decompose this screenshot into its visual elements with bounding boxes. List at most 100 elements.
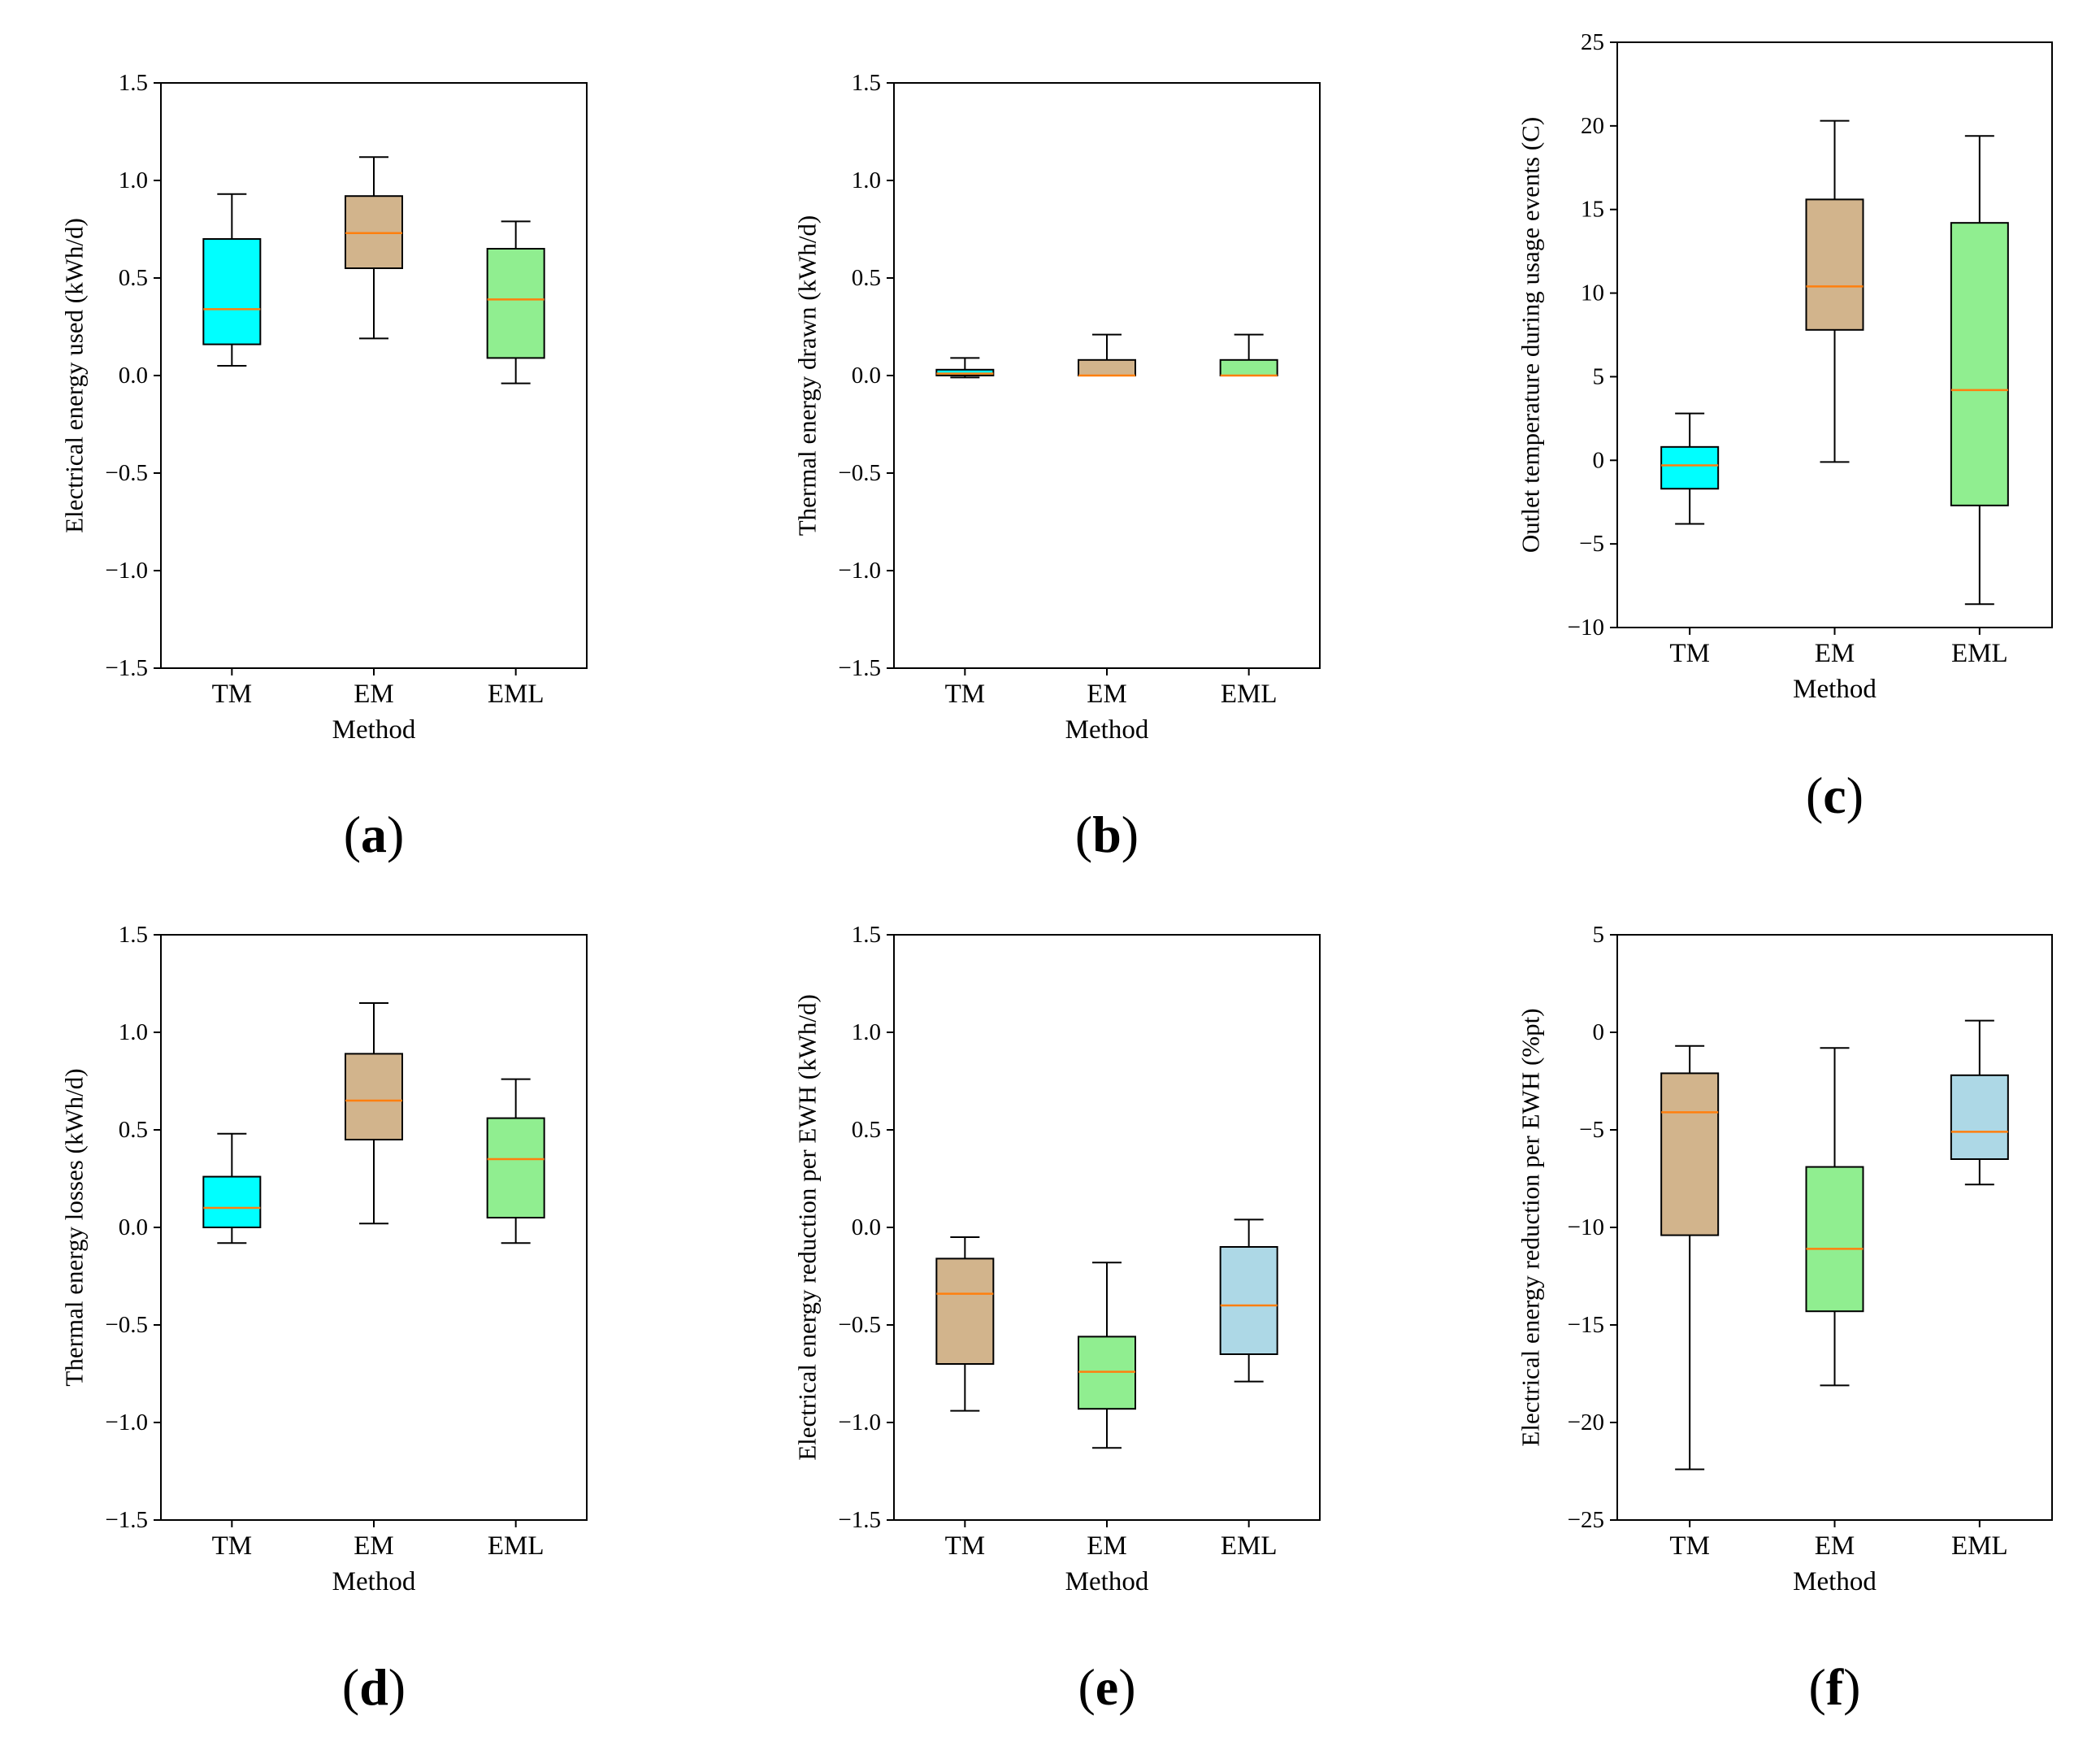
y-axis-label: Electrical energy used (kWh/d) — [60, 218, 89, 533]
box-em — [1805, 119, 1864, 463]
box-body — [1805, 198, 1864, 331]
x-axis-label: Method — [1793, 1567, 1877, 1596]
x-tick-label: EML — [1951, 639, 2008, 668]
x-tick-label: EML — [488, 1531, 545, 1561]
x-tick-label: EM — [354, 680, 394, 709]
y-tick-label: 1.0 — [119, 167, 148, 193]
y-tick-label: 1.0 — [852, 1019, 881, 1045]
y-tick-label: 25 — [1581, 29, 1604, 55]
x-tick-label: TM — [212, 1531, 253, 1561]
y-tick-label: 0.5 — [119, 1117, 148, 1143]
y-tick-label: 20 — [1581, 113, 1604, 139]
box-body — [486, 248, 545, 359]
chart-e: −1.5 −1.0 −0.5 0.0 0.5 1.0 1.5 TM EM EML Method Ele… — [793, 922, 1321, 1716]
y-tick-label: 1.5 — [852, 70, 881, 96]
box-em — [1805, 1047, 1864, 1387]
box-body — [1078, 358, 1136, 376]
x-axis-label: Method — [332, 715, 416, 745]
y-tick-label: −1.5 — [838, 1507, 881, 1533]
y-tick-label: 0.5 — [119, 265, 148, 291]
y-tick-label: 1.0 — [852, 167, 881, 193]
box-body — [1805, 1166, 1864, 1313]
x-axis-label: Method — [1793, 675, 1877, 704]
y-tick-label: −20 — [1568, 1409, 1604, 1435]
y-tick-label: −1.0 — [105, 558, 148, 584]
box-body — [486, 1117, 545, 1218]
x-axis-label: Method — [1065, 1567, 1149, 1596]
y-tick-label: 1.5 — [852, 922, 881, 948]
x-tick-label: TM — [1669, 1531, 1710, 1561]
x-tick-label: EM — [354, 1531, 394, 1561]
box-body — [1950, 222, 2009, 506]
y-tick-label: 10 — [1581, 280, 1604, 306]
panel-label: (b) — [1075, 806, 1139, 863]
y-tick-label: 0.0 — [852, 1214, 881, 1240]
y-tick-label: −10 — [1568, 615, 1604, 641]
panel-letter: e — [1096, 1658, 1118, 1716]
box-body — [345, 1053, 403, 1141]
y-axis-label: Electrical energy reduction per EWH (%pt… — [1516, 1008, 1545, 1446]
y-tick-label: −1.0 — [838, 1409, 881, 1435]
chart-c: −10 −5 0 5 10 15 20 25 TM EM EML Method Outlet tempe… — [1516, 29, 2053, 824]
panel-letter: a — [361, 806, 387, 863]
y-tick-label: −1.5 — [105, 1507, 148, 1533]
y-tick-label: 0 — [1593, 1019, 1605, 1045]
chart-b: −1.5 −1.0 −0.5 0.0 0.5 1.0 1.5 TM EM EML Method The… — [793, 70, 1321, 863]
y-tick-label: −1.0 — [838, 558, 881, 584]
y-tick-label: 0 — [1593, 447, 1605, 473]
x-tick-label: EML — [488, 680, 545, 709]
y-tick-label: 1.5 — [119, 70, 148, 96]
x-tick-label: EM — [1087, 680, 1127, 709]
box-em — [1078, 333, 1136, 377]
y-tick-label: −5 — [1579, 531, 1604, 557]
x-tick-label: EM — [1815, 1531, 1855, 1561]
x-tick-label: EML — [1221, 1531, 1278, 1561]
box-eml — [486, 220, 545, 384]
y-tick-label: 0.0 — [119, 1214, 148, 1240]
chart-a: −1.5 −1.0 −0.5 0.0 0.5 1.0 1.5 TM EM EML Method Ele… — [60, 70, 588, 863]
x-tick-label: TM — [212, 680, 253, 709]
box-tm — [202, 193, 262, 367]
box-body — [1660, 445, 1720, 490]
box-body — [1219, 1246, 1278, 1355]
box-tm — [935, 357, 995, 379]
y-axis-label: Thermal energy losses (kWh/d) — [60, 1068, 89, 1386]
panel-label: (d) — [342, 1658, 406, 1716]
x-tick-label: EML — [1221, 680, 1278, 709]
y-tick-label: −1.0 — [105, 1409, 148, 1435]
panel-label: (a) — [344, 806, 405, 863]
panel-label: (e) — [1078, 1658, 1135, 1716]
y-axis-label: Electrical energy reduction per EWH (kWh… — [793, 994, 822, 1461]
x-tick-label: TM — [1669, 639, 1710, 668]
y-tick-label: −0.5 — [838, 1312, 881, 1338]
y-tick-label: −1.5 — [838, 655, 881, 681]
box-tm — [1660, 1045, 1720, 1470]
y-tick-label: −0.5 — [838, 460, 881, 486]
panel-letter: b — [1092, 806, 1122, 863]
box-eml — [1219, 333, 1278, 377]
y-tick-label: −0.5 — [105, 1312, 148, 1338]
y-tick-label: 1.5 — [119, 922, 148, 948]
y-axis-label: Outlet temperature during usage events (… — [1516, 117, 1545, 553]
box-tm — [202, 1132, 262, 1244]
box-em — [345, 1002, 403, 1225]
y-tick-label: 5 — [1593, 922, 1605, 948]
panel-letter: c — [1823, 767, 1846, 824]
box-tm — [935, 1236, 995, 1412]
y-tick-label: −5 — [1579, 1117, 1604, 1143]
y-tick-label: 5 — [1593, 363, 1605, 389]
box-body — [1660, 1072, 1720, 1236]
box-eml — [486, 1078, 545, 1244]
x-tick-label: EM — [1815, 639, 1855, 668]
box-eml — [1950, 135, 2009, 606]
box-body — [935, 1257, 995, 1366]
y-axis-label: Thermal energy drawn (kWh/d) — [793, 215, 822, 536]
panel-label: (f) — [1809, 1658, 1861, 1716]
chart-d: −1.5 −1.0 −0.5 0.0 0.5 1.0 1.5 TM EM EML Method The… — [60, 922, 588, 1716]
y-tick-label: −25 — [1568, 1507, 1604, 1533]
box-body — [1219, 358, 1278, 376]
y-tick-label: 1.0 — [119, 1019, 148, 1045]
x-tick-label: TM — [945, 1531, 986, 1561]
box-body — [1950, 1074, 2009, 1161]
